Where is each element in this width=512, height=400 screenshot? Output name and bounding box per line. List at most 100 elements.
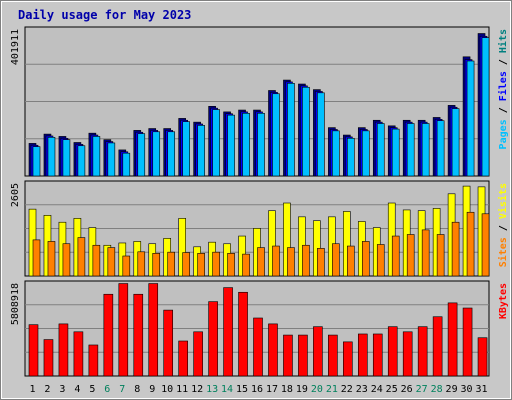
bar-sites-day-18: [287, 247, 295, 277]
bar-kbytes-day-14: [223, 287, 233, 377]
x-tick-label: 12: [191, 384, 203, 395]
panel-series-labels: Pages / Files / Hits: [497, 29, 509, 149]
x-tick-label: 10: [161, 384, 173, 395]
series-label: Pages: [498, 119, 509, 149]
bar-pages-day-9: [152, 131, 161, 177]
x-tick-label: 21: [326, 384, 338, 395]
chart-title: Daily usage for May 2023: [18, 8, 191, 22]
series-label: /: [498, 219, 509, 237]
x-tick-label: 25: [386, 384, 398, 395]
bar-kbytes-day-5: [88, 344, 99, 377]
bar-sites-day-17: [272, 245, 280, 277]
bar-pages-day-1: [32, 146, 41, 177]
x-tick-label: 28: [431, 384, 443, 395]
bar-pages-day-21: [332, 130, 340, 177]
x-tick-label: 20: [311, 384, 323, 395]
bar-sites-day-12: [197, 253, 205, 277]
bar-sites-day-14: [227, 253, 235, 277]
x-tick-label: 13: [206, 384, 218, 395]
bar-pages-day-5: [92, 136, 101, 177]
bar-kbytes-day-21: [328, 334, 338, 377]
bar-kbytes-day-25: [387, 326, 398, 377]
bar-pages-day-10: [167, 131, 176, 177]
bar-pages-day-13: [212, 109, 220, 177]
bar-pages-day-18: [287, 83, 295, 177]
x-tick-label: 3: [59, 384, 65, 395]
panel-kbytes: 5808918 KBytes: [10, 280, 509, 377]
bar-sites-day-30: [466, 211, 475, 277]
bar-pages-day-2: [47, 137, 56, 177]
bar-sites-day-31: [481, 213, 490, 277]
bar-pages-day-29: [451, 108, 460, 177]
bar-sites-day-2: [47, 241, 56, 277]
x-tick-label: 17: [266, 384, 278, 395]
x-tick-label: 9: [149, 384, 155, 395]
bar-kbytes-day-29: [447, 302, 458, 377]
series-label: /: [498, 101, 509, 119]
series-label: Visits: [497, 183, 509, 219]
bar-sites-day-16: [257, 247, 265, 277]
bar-pages-day-25: [391, 128, 400, 177]
x-tick-label: 8: [134, 384, 140, 395]
bar-kbytes-day-27: [417, 326, 428, 377]
bar-pages-day-23: [361, 130, 370, 177]
bar-sites-day-13: [212, 251, 220, 277]
bar-kbytes-day-1: [28, 324, 39, 377]
panel-max-label: 5808918: [10, 283, 21, 325]
bar-pages-day-15: [242, 112, 250, 177]
bar-pages-day-16: [257, 112, 265, 177]
x-tick-label: 14: [221, 384, 233, 395]
bar-visits-day-18: [283, 202, 291, 277]
x-tick-label: 5: [89, 384, 95, 395]
bar-sites-day-9: [152, 253, 161, 277]
x-tick-label: 23: [356, 384, 368, 395]
panel-max-label: 401911: [10, 29, 21, 65]
bar-pages-day-12: [197, 125, 205, 177]
bar-sites-day-4: [77, 237, 86, 277]
bar-sites-day-20: [317, 248, 325, 277]
bar-sites-day-29: [451, 221, 460, 277]
bar-visits-day-22: [343, 211, 351, 277]
x-tick-label: 19: [296, 384, 308, 395]
bar-pages-day-30: [466, 60, 475, 177]
bar-sites-day-8: [137, 251, 146, 277]
bar-sites-day-19: [302, 244, 310, 277]
bar-kbytes-day-17: [268, 323, 278, 377]
bar-sites-day-3: [62, 243, 71, 277]
bar-sites-day-5: [92, 244, 101, 277]
series-label: Sites: [497, 237, 509, 267]
series-label: Files: [497, 71, 509, 101]
panel-series-labels: KBytes: [498, 283, 509, 319]
bar-kbytes-day-6: [103, 293, 114, 377]
bar-kbytes-day-24: [372, 333, 383, 377]
bar-pages-day-3: [62, 139, 71, 177]
chart-panels: 401911 Pages / Files / Hits 2605 Sites / Vi…: [10, 26, 509, 377]
panel-hits-files-pages: 401911 Pages / Files / Hits: [10, 26, 509, 177]
bar-pages-day-19: [302, 86, 310, 177]
panel-series-labels: Sites / Visits: [497, 183, 509, 267]
x-tick-label: 30: [461, 384, 473, 395]
bar-sites-day-26: [406, 234, 415, 277]
x-tick-label: 24: [371, 384, 383, 395]
bar-kbytes-day-3: [58, 323, 69, 377]
bar-sites-day-23: [361, 241, 370, 277]
series-label: Hits: [497, 29, 509, 53]
x-tick-label: 22: [341, 384, 353, 395]
bar-kbytes-day-22: [343, 341, 353, 377]
bar-kbytes-day-30: [462, 307, 473, 377]
x-tick-label: 18: [281, 384, 293, 395]
bar-kbytes-day-7: [118, 283, 129, 377]
bar-kbytes-day-31: [477, 337, 488, 377]
bar-kbytes-day-13: [208, 301, 218, 377]
bar-sites-day-24: [376, 244, 385, 277]
bar-kbytes-day-16: [253, 317, 263, 377]
x-tick-label: 31: [475, 384, 487, 395]
bar-kbytes-day-26: [402, 331, 413, 377]
x-tick-label: 11: [176, 384, 188, 395]
bar-kbytes-day-23: [357, 333, 368, 377]
series-label: KBytes: [498, 283, 509, 319]
bar-pages-day-31: [481, 37, 490, 177]
x-tick-label: 2: [44, 384, 50, 395]
bar-pages-day-20: [317, 92, 325, 177]
